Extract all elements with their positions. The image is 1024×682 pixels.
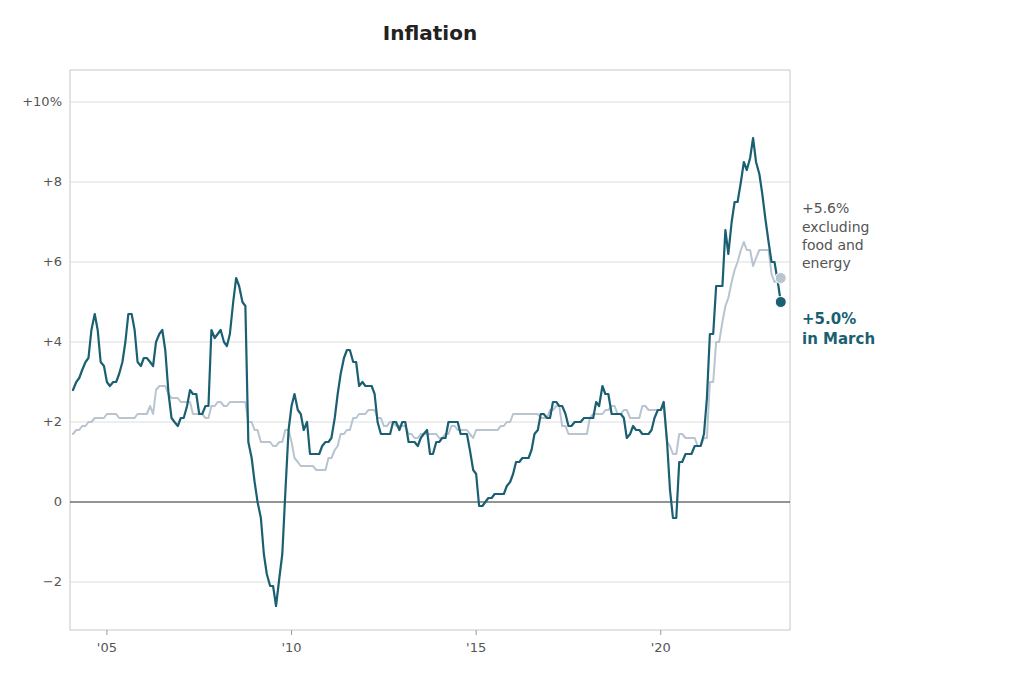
- y-tick-label: +2: [43, 414, 62, 429]
- annotations: +5.6% excluding food and energy +5.0% in Marc…: [802, 200, 875, 347]
- annotation: +5.0% in March: [802, 310, 875, 348]
- y-tick-labels: −2 0 +2 +4 +6 +8 +10%: [22, 94, 62, 589]
- y-tick-label: +6: [43, 254, 62, 269]
- x-tick-label: '10: [281, 640, 301, 655]
- y-tick-label: +8: [43, 174, 62, 189]
- x-axis: '05 '10 '15 '20: [97, 630, 671, 655]
- x-tick-label: '15: [466, 640, 486, 655]
- annotation-line: food and: [802, 237, 864, 253]
- y-tick-label: +10%: [22, 94, 62, 109]
- annotation-line: +5.6%: [802, 200, 849, 216]
- y-grid: [70, 102, 790, 582]
- grid-line: [70, 262, 790, 263]
- annotation-line: energy: [802, 255, 851, 271]
- zero-line: [70, 501, 790, 502]
- plot-area: [73, 138, 786, 606]
- y-tick-label: 0: [54, 494, 62, 509]
- chart-svg: Inflation −2 0 +2 +4 +6 +8 +10% '05 '10 '15 '20 +5.6…: [0, 0, 1024, 682]
- grid-line: [70, 342, 790, 343]
- grid-line: [70, 582, 790, 583]
- grid-line: [70, 102, 790, 103]
- plot-frame: [70, 70, 790, 630]
- x-tick-label: '05: [97, 640, 117, 655]
- annotation-line: in March: [802, 330, 875, 348]
- end-marker: [775, 297, 786, 308]
- x-tick: [106, 630, 107, 635]
- x-tick: [660, 630, 661, 635]
- x-tick-label: '20: [651, 640, 671, 655]
- grid-line: [70, 182, 790, 183]
- chart-container: Inflation −2 0 +2 +4 +6 +8 +10% '05 '10 '15 '20 +5.6…: [0, 0, 1024, 682]
- x-tick: [476, 630, 477, 635]
- x-tick: [291, 630, 292, 635]
- annotation-line: excluding: [802, 219, 869, 235]
- y-tick-label: +4: [43, 334, 62, 349]
- series-line: [73, 138, 781, 606]
- chart-title: Inflation: [383, 21, 477, 45]
- annotation: +5.6% excluding food and energy: [802, 200, 869, 271]
- annotation-line: +5.0%: [802, 310, 856, 328]
- end-marker: [775, 273, 786, 284]
- y-tick-label: −2: [43, 574, 62, 589]
